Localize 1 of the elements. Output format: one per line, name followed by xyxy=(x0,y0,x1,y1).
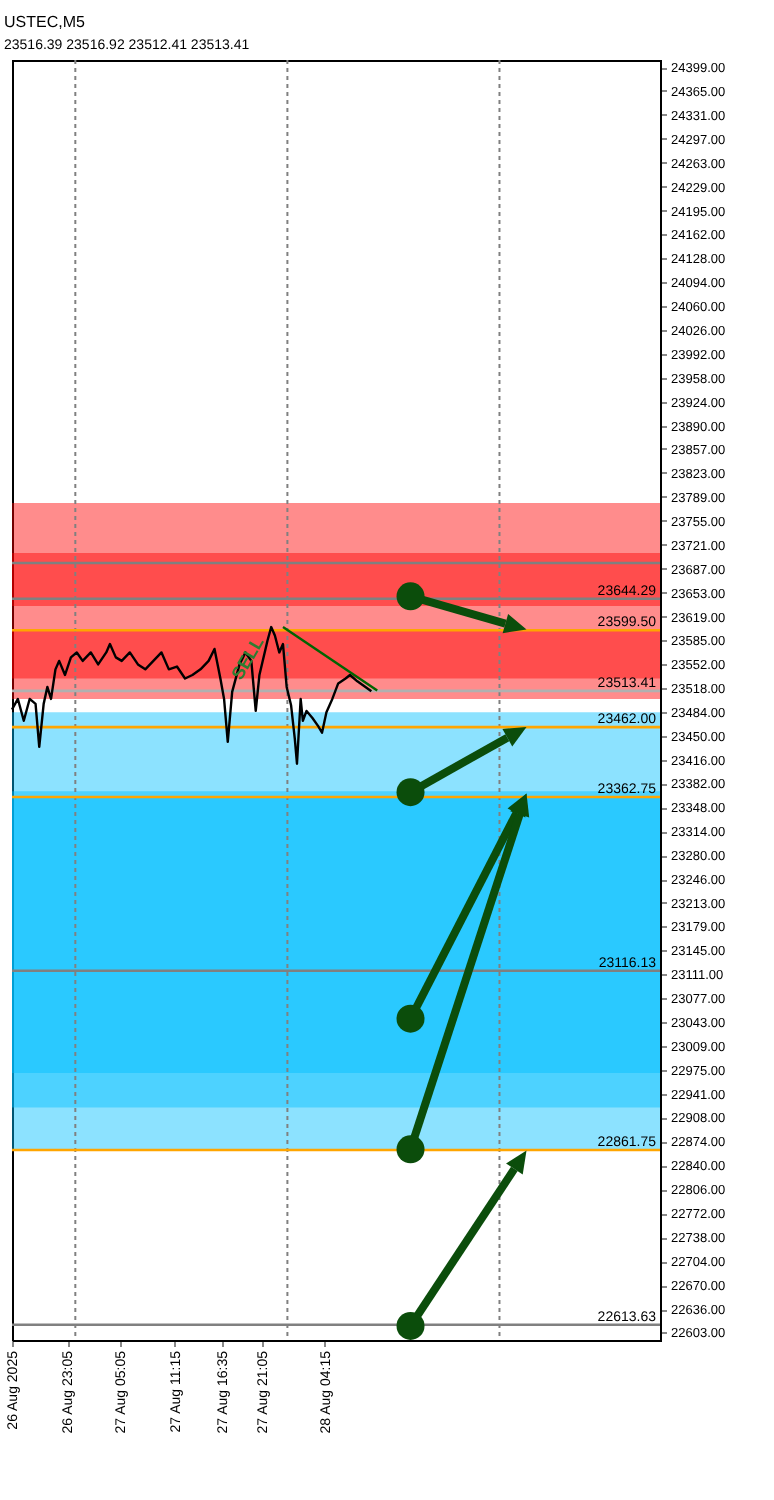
chart-title: USTEC,M5 xyxy=(4,13,86,31)
